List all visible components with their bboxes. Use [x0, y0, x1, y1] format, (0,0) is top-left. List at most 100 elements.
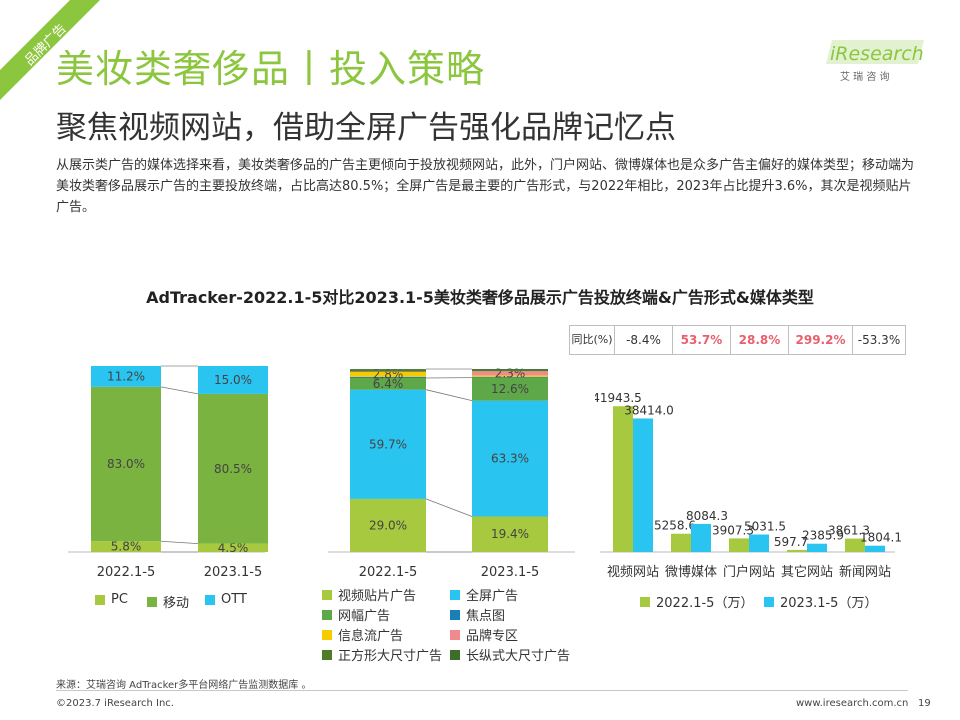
page-subtitle: 聚焦视频网站，借助全屏广告强化品牌记忆点 [56, 110, 676, 146]
connector-line [425, 389, 473, 402]
data-label: 41943.5 [595, 391, 642, 405]
bar-segment [350, 369, 426, 372]
legend-label: 网幅广告 [338, 609, 391, 624]
legend-swatch [640, 596, 650, 607]
x-tick-label: 2023.1-5 [204, 565, 262, 580]
bar-segment [91, 366, 161, 387]
chart-title: AdTracker-2022.1-5对比2023.1-5美妆类奢侈品展示广告投放… [146, 288, 814, 307]
legend-swatch [147, 596, 157, 607]
bar [633, 418, 653, 552]
data-label: 19.4% [491, 527, 529, 541]
data-label: 29.0% [369, 518, 407, 532]
bar [729, 538, 749, 552]
legend-label: 正方形大尺寸广告 [338, 649, 443, 664]
x-tick-label: 2022.1-5 [359, 565, 417, 580]
connector-line [425, 498, 473, 517]
bar [613, 406, 633, 552]
yoy-value: -53.3% [852, 325, 906, 355]
yoy-table: 同比(%) -8.4% 53.7% 28.8% 299.2% -53.3% [569, 325, 906, 355]
yoy-value: 299.2% [788, 325, 853, 355]
data-label: 3907.3 [712, 523, 754, 537]
data-label: 4.5% [218, 541, 249, 555]
page-description: 从展示类广告的媒体选择来看，美妆类奢侈品的广告主更倾向于投放视频网站，此外，门户… [56, 158, 915, 215]
data-label: 63.3% [491, 452, 529, 466]
legend-item: 2023.1-5（万） [764, 592, 877, 611]
legend-item: 2022.1-5（万） [640, 592, 753, 611]
legend-item: 网幅广告 [322, 605, 390, 624]
bar-segment [472, 369, 548, 372]
legend-item: 全屏广告 [450, 585, 518, 604]
bar-segment [472, 375, 548, 377]
bar [807, 543, 827, 552]
source-note: 来源：艾瑞咨询 AdTracker多平台网络广告监测数据库 。 [56, 680, 312, 691]
page-number: 19 [918, 698, 931, 709]
data-label: 3861.3 [828, 524, 870, 538]
bar-segment [472, 377, 548, 401]
iresearch-logo: iResearch 艾 瑞 咨 询 [826, 36, 926, 86]
bar-segment [350, 377, 426, 390]
bar-segment [472, 516, 548, 552]
bar-segment [198, 393, 268, 544]
legend-item: 品牌专区 [450, 625, 518, 644]
legend-swatch [322, 629, 332, 640]
data-label: 5258.6 [654, 519, 696, 533]
legend-label: 全屏广告 [466, 589, 519, 604]
ad-format-share-chart: 29.0%59.7%6.4%2.8%2022.1-519.4%63.3%12.6… [328, 366, 575, 580]
legend-item: 信息流广告 [322, 625, 403, 644]
bar-segment [350, 376, 426, 378]
connector-line [160, 540, 199, 545]
legend-swatch [322, 609, 332, 620]
bar-segment [198, 366, 268, 394]
logo-sub: 艾 瑞 咨 询 [840, 70, 890, 83]
site-url[interactable]: www.iresearch.com.cn [796, 698, 909, 709]
legend-item: OTT [205, 592, 247, 607]
data-label: 83.0% [107, 457, 145, 471]
yoy-value: -8.4% [614, 325, 673, 355]
bar-segment [472, 371, 548, 376]
data-label: 12.6% [491, 382, 529, 396]
bar [845, 538, 865, 552]
data-label: 38414.0 [624, 403, 674, 417]
legend-swatch [450, 629, 460, 640]
bar [787, 549, 807, 552]
bar [749, 534, 769, 552]
bar-segment [91, 541, 161, 552]
legend-swatch [322, 649, 332, 660]
bar [671, 533, 691, 552]
bar-segment [472, 400, 548, 517]
bar-segment [350, 498, 426, 552]
bar-segment [350, 389, 426, 499]
connector-line [160, 386, 199, 395]
bar-segment [350, 369, 426, 370]
copyright: ©2023.7 iResearch Inc. [56, 698, 174, 709]
logo-text: iResearch [830, 43, 924, 65]
bar-segment [472, 376, 548, 378]
legend-item: 长纵式大尺寸广告 [450, 645, 570, 664]
data-label: 15.0% [214, 373, 252, 387]
media-legend: 2022.1-5（万） 2023.1-5（万） [640, 592, 900, 612]
footer-divider [56, 690, 908, 691]
data-label: 1804.1 [860, 531, 902, 545]
x-tick-label: 新闻网站 [839, 564, 891, 580]
bar-segment [350, 371, 426, 373]
yoy-value: 53.7% [672, 325, 731, 355]
legend-swatch [450, 609, 460, 620]
data-label: 8084.3 [686, 509, 728, 523]
x-tick-label: 2023.1-5 [481, 565, 539, 580]
legend-item: 移动 [147, 592, 189, 611]
legend-swatch [205, 594, 215, 605]
data-label: 597.7 [774, 535, 808, 549]
data-label: 6.4% [373, 377, 404, 391]
legend-label: 信息流广告 [338, 629, 404, 644]
x-tick-label: 其它网站 [781, 564, 833, 580]
bar [691, 523, 711, 552]
bar-segment [472, 369, 548, 370]
bar-segment [198, 543, 268, 552]
bar-segment [91, 386, 161, 542]
data-label: 5031.5 [744, 520, 786, 534]
terminal-share-chart: 5.8% 83.0% 11.2% 2022.1-5 4.5% 80.5% 15.0% 2023… [68, 365, 268, 580]
legend-label: 2022.1-5（万） [656, 596, 754, 611]
legend-item: 视频贴片广告 [322, 585, 416, 604]
yoy-value: 28.8% [730, 325, 789, 355]
